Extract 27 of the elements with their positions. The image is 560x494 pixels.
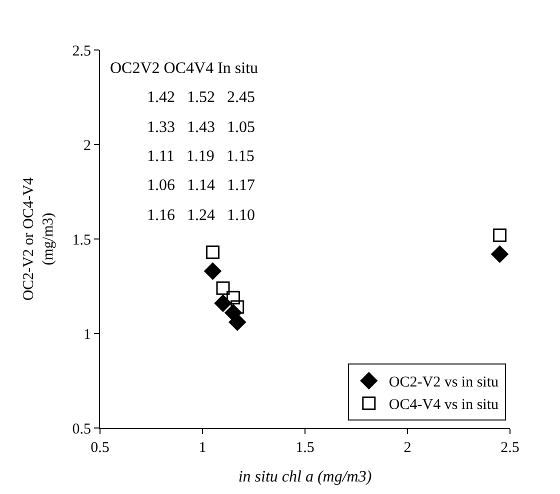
point (204, 262, 222, 280)
point (491, 246, 508, 263)
legend-label: OC4-V4 vs in situ (388, 397, 499, 414)
point (216, 281, 230, 295)
y-tick-label: 2.5 (72, 43, 91, 60)
y-axis-title: OC2-V2 or OC4-V4 (mg/m3) (21, 176, 56, 301)
x-tick-label: 2 (404, 440, 412, 456)
legend-label: OC2-V2 vs in situ (388, 374, 499, 391)
point (226, 290, 240, 304)
point (228, 314, 246, 331)
point (493, 228, 506, 242)
annotation: 1.16 1.24 1.10 (147, 207, 255, 224)
y-tick-label: 1.5 (72, 232, 91, 248)
x-tick-label: 2.5 (500, 440, 520, 456)
y-tick-label: 1 (84, 326, 91, 343)
y-tick-label: 0.5 (72, 421, 91, 438)
point (206, 245, 220, 259)
annotation: 1.06 1.14 1.17 (147, 177, 255, 194)
annotation: 1.11 1.19 1.15 (147, 148, 254, 165)
y-tick-label: 2 (84, 138, 91, 154)
x-tick-label: 1.5 (296, 440, 314, 456)
annotation: OC2V2 OC4V4 In situ (110, 60, 258, 77)
annotation: 1.33 1.43 1.05 (147, 119, 255, 136)
annotation: 1.42 1.52 2.45 (147, 89, 255, 106)
point (214, 294, 232, 312)
x-tick-label: 1 (198, 440, 206, 456)
x-axis-title: in situ chl a (mg/m3) (238, 468, 372, 486)
